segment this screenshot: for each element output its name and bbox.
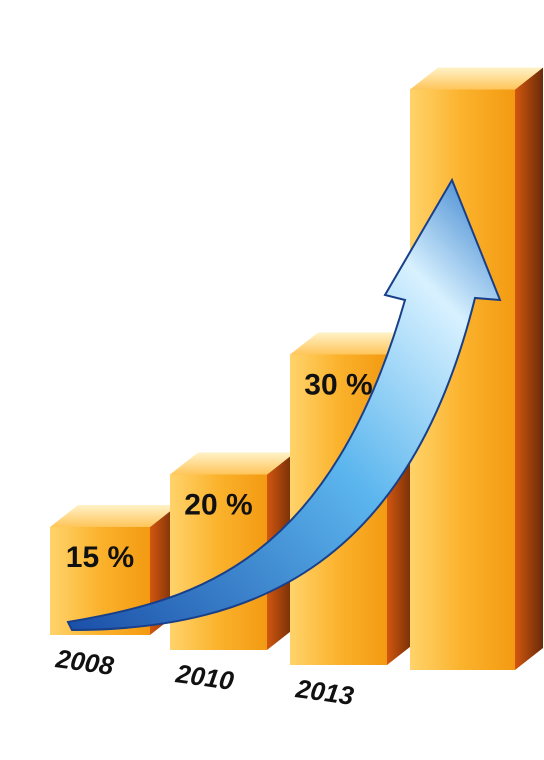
- bar-top: [410, 67, 543, 90]
- x-tick-label: 2013: [293, 673, 356, 711]
- value-label: 15 %: [66, 541, 134, 574]
- value-label: 30 %: [304, 369, 372, 402]
- bar-top: [290, 332, 415, 355]
- x-tick-label: 2008: [53, 643, 116, 681]
- arrow: [66, 177, 502, 632]
- x-tick-label: 2010: [173, 658, 236, 696]
- bar-top: [50, 505, 178, 527]
- bars: [50, 67, 543, 670]
- bar-top: [170, 452, 295, 475]
- bar-side: [515, 67, 543, 670]
- value-label: 20 %: [184, 489, 252, 522]
